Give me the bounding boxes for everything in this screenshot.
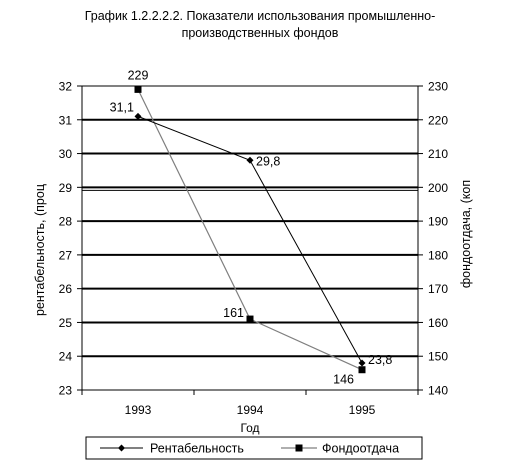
left-axis-tick-label: 30 (59, 147, 73, 161)
legend-label-rentabelnost: Рентабельность (150, 442, 244, 456)
right-axis-tick-label: 170 (428, 282, 448, 296)
point-rentabelnost (134, 112, 142, 120)
x-axis-tick-label: 1993 (125, 403, 152, 417)
data-label-fondootdacha: 161 (223, 306, 244, 320)
right-axis-tick-label: 180 (428, 248, 448, 262)
right-axis-tick-label: 160 (428, 316, 448, 330)
point-fondootdacha (246, 315, 254, 323)
legend-label-fondootdacha: Фондоотдача (322, 442, 399, 456)
legend-swatch-marker-rentabelnost (118, 444, 125, 452)
right-axis-tick-label: 200 (428, 181, 448, 195)
left-axis-tick-label: 24 (59, 350, 73, 364)
data-label-rentabelnost: 31,1 (110, 100, 134, 114)
legend-box (85, 436, 423, 460)
series-line-fondootdacha (137, 89, 363, 371)
right-axis-tick-label: 210 (428, 147, 448, 161)
left-axis-tick-label: 29 (59, 181, 73, 195)
point-fondootdacha (358, 366, 366, 374)
right-axis-title: фондоотдача, (коп (459, 180, 473, 288)
left-axis-tick-label: 27 (59, 248, 73, 262)
data-label-fondootdacha: 229 (128, 68, 149, 82)
plot-area-border (81, 85, 419, 391)
left-axis-tick-label: 28 (59, 215, 73, 229)
x-axis-tick-label: 1995 (349, 403, 376, 417)
data-label-rentabelnost: 29,8 (256, 154, 280, 168)
left-axis-tick-label: 23 (59, 384, 73, 398)
left-axis-tick-label: 25 (59, 316, 73, 330)
right-axis-tick-label: 190 (428, 215, 448, 229)
legend-swatch-marker-fondootdacha (295, 444, 303, 452)
chart-title-line-1: График 1.2.2.2.2. Показатели использован… (84, 9, 436, 23)
chart-title-line-2: производственных фондов (181, 26, 339, 40)
left-axis-tick-label: 26 (59, 282, 73, 296)
x-axis-tick-label: 1994 (237, 403, 264, 417)
data-label-fondootdacha: 146 (333, 373, 354, 387)
right-axis-tick-label: 230 (428, 80, 448, 94)
data-label-rentabelnost: 23,8 (368, 353, 392, 367)
point-rentabelnost (358, 359, 366, 367)
left-axis-tick-label: 32 (59, 80, 73, 94)
chart-title: График 1.2.2.2.2. Показатели использован… (40, 8, 480, 42)
right-axis-tick-label: 150 (428, 350, 448, 364)
right-axis-tick-label: 140 (428, 384, 448, 398)
point-fondootdacha (134, 85, 142, 93)
right-axis-tick-label: 220 (428, 113, 448, 127)
point-rentabelnost (246, 156, 254, 164)
x-axis-title: Год (240, 421, 259, 435)
left-axis-title: рентабельность, (проц (33, 184, 47, 316)
left-axis-tick-label: 31 (59, 113, 73, 127)
